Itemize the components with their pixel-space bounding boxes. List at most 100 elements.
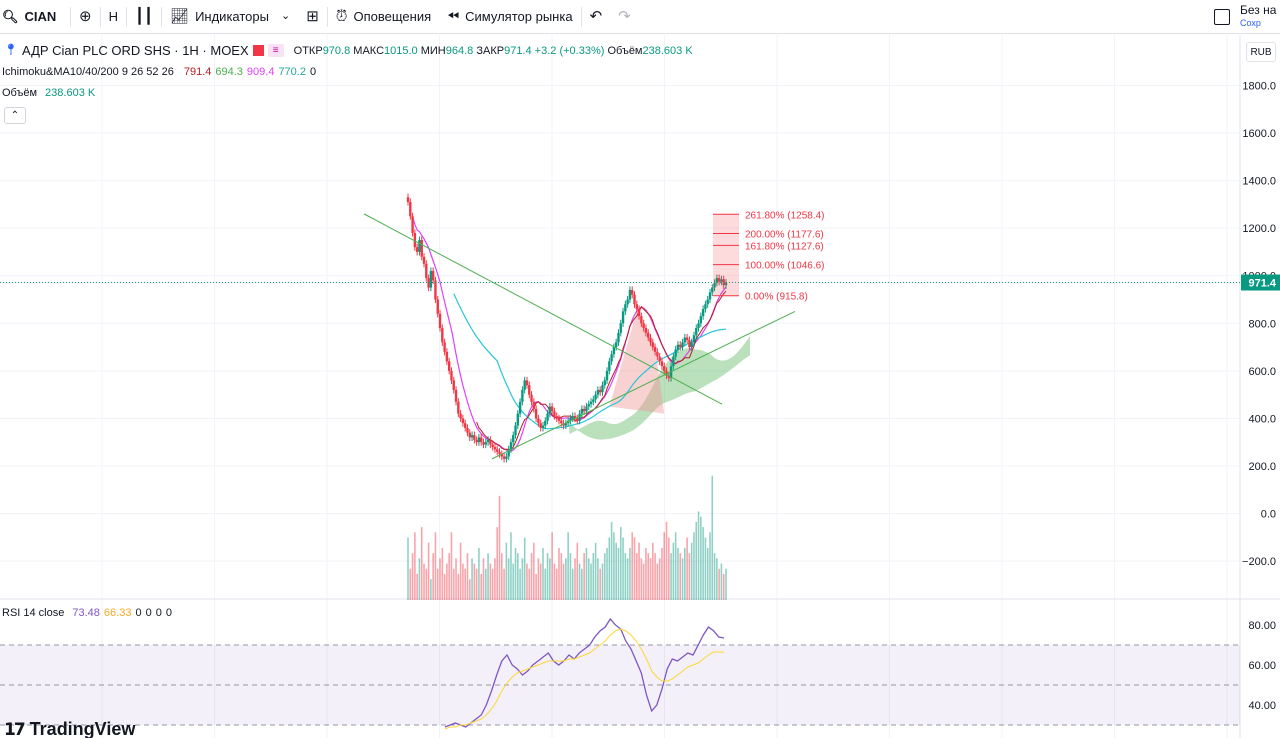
candle-body <box>480 437 483 443</box>
candle-body <box>509 442 513 450</box>
price-tick-label: 1800.0 <box>1242 80 1276 92</box>
tradingview-logo[interactable]: 𝟭𝟳 TradingView <box>4 719 135 738</box>
volume-bar <box>674 532 677 600</box>
volume-bar <box>500 553 503 600</box>
chart-canvas[interactable]: 0.00% (915.8) 100.00% (1046.6) 161.80% (11… <box>0 35 1280 738</box>
ichimoku-legend[interactable]: Ichimoku&MA10/40/200 9 26 52 26 791.4 69… <box>2 66 316 78</box>
volume-bar <box>468 579 471 600</box>
candle-body <box>411 216 414 233</box>
collapse-legend-button[interactable]: ⌃ <box>4 107 26 124</box>
rsi-line <box>444 617 725 728</box>
volume-bar <box>528 568 531 600</box>
candle-body <box>612 347 616 355</box>
interval-label: H <box>108 9 118 24</box>
candle-body <box>635 304 638 310</box>
alerts-button[interactable]: ⏰︎ Оповещения <box>328 0 439 34</box>
volume-bar <box>418 558 421 600</box>
rsi-extra-value-1: 0 <box>135 607 142 619</box>
rsi-tick-label: 80.00 <box>1248 620 1276 632</box>
layout-name-button[interactable]: Без на Сохр <box>1240 4 1280 30</box>
volume-bar <box>464 568 466 600</box>
toolbar-divider <box>161 6 163 27</box>
ichimoku-value-5: 0 <box>309 66 317 78</box>
equals-badge-icon[interactable]: ≡ <box>267 44 284 57</box>
volume-bar <box>574 558 576 600</box>
volume-bar <box>530 553 533 600</box>
add-circle-icon: ⊕ <box>79 8 92 25</box>
symbol-search-button[interactable]: 🔍︎ CIAN <box>0 0 70 34</box>
volume-bar <box>551 532 553 600</box>
volume-bar <box>425 568 428 600</box>
candle-body <box>477 437 481 443</box>
volume-bar <box>661 547 663 600</box>
candles-icon: ┃┃ <box>134 8 154 25</box>
volume-legend[interactable]: Объём 238.603 K <box>2 87 95 99</box>
instrument-title[interactable]: АДР Cian PLC ORD SHS · 1H · MOEX <box>21 43 249 58</box>
candle-body <box>610 354 613 362</box>
volume-bar <box>706 547 709 600</box>
volume-bar <box>562 563 565 600</box>
volume-bar <box>711 475 714 600</box>
rsi-ma-line <box>444 628 725 730</box>
volume-bar <box>411 553 414 600</box>
volume-bar <box>427 542 430 600</box>
volume-bar <box>656 563 659 600</box>
redo-button[interactable]: ↷ <box>610 0 639 34</box>
candle-body <box>605 370 609 381</box>
fib-zone <box>713 214 739 296</box>
candle-body <box>502 456 506 459</box>
candle-body <box>699 316 703 324</box>
volume-bar <box>642 563 645 600</box>
volume-bar <box>718 568 720 600</box>
volume-bar <box>594 542 597 600</box>
candle-body <box>422 256 426 264</box>
tradingview-mark-icon: 𝟭𝟳 <box>4 719 26 738</box>
volume-bar <box>423 563 425 600</box>
volume-bar <box>517 553 519 600</box>
candle-body <box>589 401 593 405</box>
volume-bar <box>491 568 494 600</box>
volume-indicator-value: 238.603 K <box>45 87 96 99</box>
volume-bar <box>558 547 560 600</box>
price-tick-label: 1600.0 <box>1242 128 1276 140</box>
undo-button[interactable]: ↶ <box>582 0 611 34</box>
alarm-clock-icon: ⏰︎ <box>335 8 348 25</box>
candle-body <box>573 416 577 419</box>
volume-bar <box>700 516 702 600</box>
volume-bar <box>704 537 707 600</box>
volume-bar <box>597 558 599 600</box>
volume-bar <box>622 537 624 600</box>
volume-bar <box>565 558 567 600</box>
chevron-down-icon[interactable]: ⌄ <box>280 10 291 22</box>
volume-bar <box>466 553 469 600</box>
replay-label: Симулятор рынка <box>465 9 573 24</box>
candle-body <box>587 404 590 407</box>
candle-body <box>445 351 449 362</box>
compare-symbol-button[interactable]: ⊕ <box>71 0 100 34</box>
flag-icon[interactable] <box>252 45 264 56</box>
fib-level-label: 261.80% (1258.4) <box>745 210 825 221</box>
search-icon: 🔍︎ <box>2 9 19 24</box>
candle-body <box>523 380 526 390</box>
interval-button[interactable]: H <box>101 0 126 34</box>
candle-body <box>624 304 627 312</box>
layouts-button[interactable]: ⊞ <box>298 0 327 34</box>
volume-bar <box>645 547 647 600</box>
volume-bar <box>615 542 617 600</box>
rsi-legend[interactable]: RSI 14 close 73.48 66.33 0 0 0 0 <box>2 607 172 619</box>
replay-button[interactable]: ⏪︎ Симулятор рынка <box>439 0 580 34</box>
fib-level-label: 0.00% (915.8) <box>745 292 808 303</box>
indicators-button[interactable]: 📈︎ Индикаторы ⌄ <box>162 0 298 34</box>
volume-bar <box>537 558 540 600</box>
rsi-tick-label: 40.00 <box>1248 700 1276 712</box>
layout-checkbox[interactable] <box>1214 9 1230 25</box>
volume-bar <box>475 568 478 600</box>
volume-bar <box>450 532 453 600</box>
high-value: 1015.0 <box>384 44 418 57</box>
candle-body <box>704 304 707 310</box>
rsi-lines <box>444 617 725 730</box>
chart-type-button[interactable]: ┃┃ <box>127 0 161 34</box>
toolbar-divider <box>326 6 328 27</box>
volume-bar <box>695 521 698 600</box>
currency-button[interactable]: RUB <box>1246 42 1276 62</box>
